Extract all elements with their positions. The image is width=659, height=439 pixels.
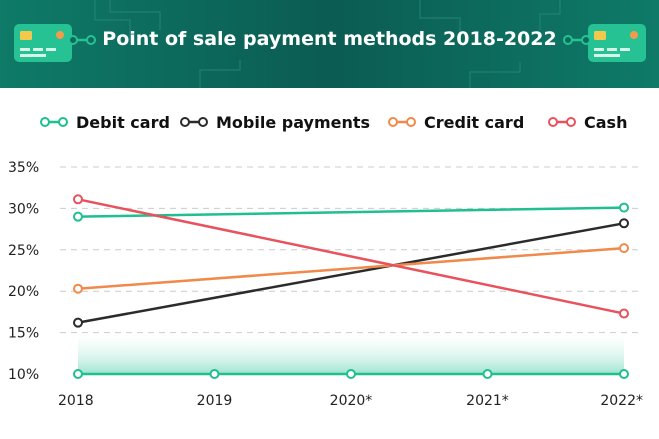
baseline-point [346, 369, 356, 379]
legend-line-marker-icon [388, 117, 416, 127]
legend-item-mobile-payments: Mobile payments [180, 108, 370, 136]
x-tick-label: 2021* [466, 393, 509, 409]
data-point-credit-card [73, 283, 83, 294]
y-tick-label: 25% [8, 243, 39, 259]
header-banner: Point of sale payment methods 2018-2022 [0, 0, 659, 88]
credit-card-icon [14, 24, 72, 62]
y-tick-label: 15% [8, 326, 39, 342]
y-tick-label: 30% [8, 201, 39, 217]
line-marker-icon [68, 34, 97, 45]
baseline-point [209, 369, 220, 379]
shaded-area [78, 328, 624, 374]
data-point-cash [619, 308, 629, 319]
series-line-debit-card [77, 206, 625, 218]
x-tick-label: 2018 [58, 393, 94, 409]
series-line-mobile-payments [77, 222, 625, 324]
legend-item-credit-card: Credit card [388, 108, 524, 136]
legend-item-debit-card: Debit card [40, 108, 170, 136]
y-tick-label: 20% [8, 284, 39, 300]
legend-label: Cash [584, 112, 628, 132]
baseline-point [482, 369, 493, 379]
y-tick-label: 35% [8, 160, 39, 176]
legend-label: Credit card [424, 112, 525, 132]
y-tick-label: 10% [8, 367, 39, 383]
series-line-credit-card [77, 246, 625, 290]
legend-line-marker-icon [548, 117, 576, 127]
legend-label: Mobile payments [216, 112, 371, 132]
series-line-cash [77, 198, 625, 315]
credit-card-icon [588, 24, 646, 62]
line-chart: 10% 15% 20% 25% 30% 35% 2018 2019 2020* 2021* 202… [8, 160, 643, 409]
data-point-mobile-payments [619, 218, 629, 229]
page-title: Point of sale payment methods 2018-2022 [102, 28, 557, 50]
baseline-point [619, 369, 629, 379]
legend-line-marker-icon [180, 117, 208, 127]
data-point-cash [73, 194, 83, 205]
circuit-lines-decoration [94, 0, 561, 88]
data-point-debit-card [619, 202, 629, 213]
data-point-credit-card [619, 243, 629, 254]
line-marker-icon [562, 34, 591, 45]
data-point-debit-card [73, 211, 83, 222]
x-tick-label: 2020* [330, 393, 373, 409]
x-tick-label: 2022* [600, 393, 643, 409]
legend-line-marker-icon [40, 117, 68, 127]
chart-legend: Debit card Mobile payments Credit card C… [0, 108, 659, 136]
legend-item-cash: Cash [548, 108, 627, 136]
x-tick-label: 2019 [197, 393, 233, 409]
legend-label: Debit card [76, 112, 170, 132]
baseline-point [73, 369, 83, 379]
data-point-mobile-payments [73, 317, 83, 328]
title-row: Point of sale payment methods 2018-2022 [0, 28, 659, 50]
